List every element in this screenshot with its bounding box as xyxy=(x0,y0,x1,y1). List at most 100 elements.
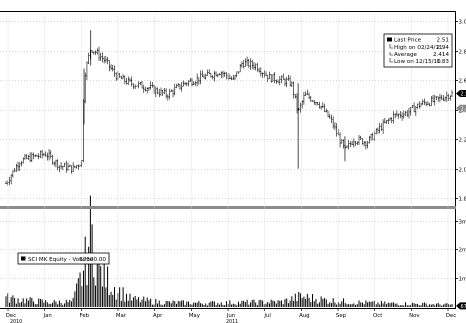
volume-tick-label: 1m xyxy=(459,277,466,283)
volume-bar xyxy=(10,297,12,307)
volume-bar xyxy=(451,304,453,307)
volume-bar xyxy=(291,296,293,307)
volume-bar xyxy=(132,297,134,307)
volume-bar xyxy=(157,303,159,307)
volume-bar xyxy=(51,302,53,307)
volume-bar xyxy=(88,246,90,307)
volume-bar xyxy=(286,298,288,307)
volume-bar xyxy=(382,303,384,307)
volume-bar xyxy=(437,302,439,307)
volume-bar xyxy=(377,302,379,307)
volume-bar xyxy=(268,303,270,307)
volume-bar xyxy=(77,278,79,307)
volume-bar xyxy=(282,304,284,307)
volume-tick-label: 2m xyxy=(459,248,466,254)
volume-bar xyxy=(303,296,305,307)
volume-bar xyxy=(7,293,9,307)
volume-bar xyxy=(243,300,245,307)
volume-bar xyxy=(436,303,438,307)
volume-bar xyxy=(8,302,10,307)
volume-bar xyxy=(29,297,31,307)
volume-bar xyxy=(208,302,210,307)
volume-bar xyxy=(432,303,434,307)
volume-bar xyxy=(417,303,419,307)
volume-bar xyxy=(41,299,43,307)
volume-bar xyxy=(251,300,253,307)
volume-bar xyxy=(33,301,35,307)
volume-bar xyxy=(348,304,350,307)
volume-bar xyxy=(325,299,327,307)
volume-bar xyxy=(237,301,239,307)
volume-legend-swatch xyxy=(21,256,26,261)
price-ohlc-series xyxy=(5,30,453,186)
x-month-label: Feb xyxy=(80,313,90,319)
volume-bar xyxy=(198,301,200,307)
volume-bar xyxy=(70,301,72,307)
volume-bar xyxy=(38,298,40,307)
x-year-label: 2010 xyxy=(10,319,22,323)
volume-bar xyxy=(429,304,431,307)
volume-tick-label: 3m xyxy=(459,220,466,226)
volume-bar xyxy=(101,286,103,307)
volume-bar xyxy=(289,300,291,307)
volume-bar xyxy=(355,304,357,307)
volume-bar xyxy=(222,304,224,307)
volume-bar xyxy=(405,302,407,307)
last-price-value: 2.51 xyxy=(437,38,450,44)
volume-bar xyxy=(60,303,62,307)
volume-bar xyxy=(107,266,109,307)
x-month-label: Jan xyxy=(43,313,52,319)
volume-bar xyxy=(293,300,295,307)
volume-bar xyxy=(250,302,252,307)
volume-bar xyxy=(76,283,78,307)
volume-bar xyxy=(167,301,169,307)
volume-bar xyxy=(320,296,322,307)
volume-bar xyxy=(356,304,358,307)
volume-bar xyxy=(5,296,7,307)
volume-bar xyxy=(212,301,214,307)
x-month-label: Dec xyxy=(446,313,456,319)
volume-legend-box xyxy=(17,252,110,265)
volume-bar xyxy=(26,298,28,307)
volume-bar xyxy=(144,301,146,307)
volume-bar xyxy=(315,298,317,307)
volume-bar xyxy=(53,300,55,307)
volume-bar xyxy=(108,295,110,307)
volume-bar xyxy=(361,302,363,307)
volume-bar xyxy=(256,305,258,307)
volume-bar xyxy=(403,305,405,307)
volume-bar xyxy=(413,303,415,307)
volume-bar xyxy=(441,305,443,307)
x-month-label: Dec xyxy=(6,313,16,319)
volume-bar xyxy=(163,304,165,307)
volume-bar xyxy=(177,300,179,307)
volume-bar xyxy=(138,297,140,307)
price-tick-label: 2.60 xyxy=(459,79,466,85)
volume-bar xyxy=(158,300,160,307)
volume-bar xyxy=(263,304,265,307)
volume-bar xyxy=(448,304,450,307)
volume-bar xyxy=(126,293,128,307)
volume-bar xyxy=(115,299,117,307)
volume-bar xyxy=(91,224,93,307)
volume-bar xyxy=(298,291,300,307)
volume-bar xyxy=(406,305,408,307)
volume-bar xyxy=(150,298,152,307)
volume-bar xyxy=(205,303,207,307)
volume-bar xyxy=(346,304,348,307)
volume-bar xyxy=(17,298,19,307)
volume-bar xyxy=(398,305,400,307)
volume-bar xyxy=(370,301,372,307)
volume-bar xyxy=(98,254,100,307)
volume-bar xyxy=(287,303,289,307)
volume-bar xyxy=(217,303,219,307)
volume-bar xyxy=(299,293,301,307)
volume-bar xyxy=(396,303,398,307)
volume-bar xyxy=(418,305,420,307)
volume-bar xyxy=(172,300,174,307)
volume-bar xyxy=(306,293,308,307)
volume-bar xyxy=(103,258,105,307)
volume-bar xyxy=(48,303,50,307)
x-month-label: Jul xyxy=(263,313,271,319)
volume-bar xyxy=(358,300,360,307)
